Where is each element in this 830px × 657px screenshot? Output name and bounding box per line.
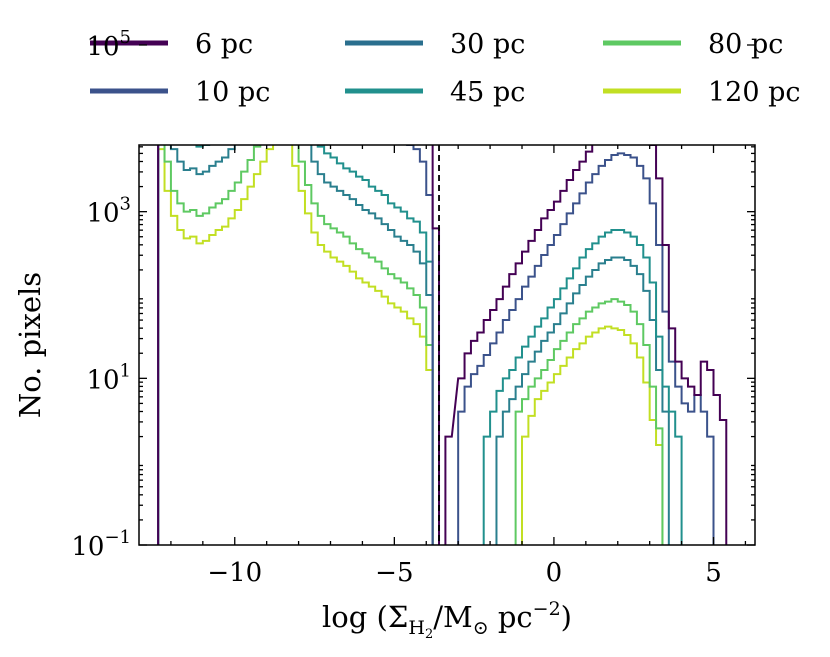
y-tick-label: 10−1 (71, 527, 131, 562)
series-right-120pc (521, 325, 664, 545)
plot-frame (138, 144, 756, 546)
x-tick-label: −5 (375, 558, 413, 588)
legend-label-30pc: 30 pc (450, 29, 525, 60)
svg-text:log (ΣH2/M⊙ pc−2): log (ΣH2/M⊙ pc−2) (322, 598, 572, 642)
x-tick-label: −10 (207, 558, 262, 588)
x-axis-label: log (ΣH2/M⊙ pc−2) (322, 598, 572, 642)
series-right-6pc (444, 145, 728, 545)
series-right-30pc (482, 229, 683, 545)
y-axis-label: No. pixels (13, 272, 47, 418)
y-tick-label: 101 (86, 360, 131, 395)
series-right-80pc (514, 298, 664, 545)
series-right-10pc (457, 152, 715, 545)
series-left-45pc (157, 145, 434, 545)
legend-label-45pc: 45 pc (450, 77, 525, 108)
series-left-80pc (157, 145, 434, 545)
legend: 6 pc 10 pc 30 pc 45 pc 80 pc 120 pc (90, 29, 801, 108)
x-tick-label: 0 (546, 558, 563, 588)
series-left-30pc (157, 145, 434, 545)
legend-label-10pc: 10 pc (195, 77, 270, 108)
y-tick-label: 105 (86, 27, 131, 62)
legend-label-6pc: 6 pc (195, 29, 253, 60)
y-tick-label: 103 (86, 194, 131, 229)
series-left-120pc (157, 145, 434, 545)
legend-label-80pc: 80 pc (708, 29, 783, 60)
x-tick-label: 5 (705, 558, 722, 588)
series-right-45pc (495, 256, 670, 545)
ticks-group: −10 −5 0 5 10−1 101 103 105 (71, 27, 755, 588)
legend-label-120pc: 120 pc (708, 77, 801, 108)
